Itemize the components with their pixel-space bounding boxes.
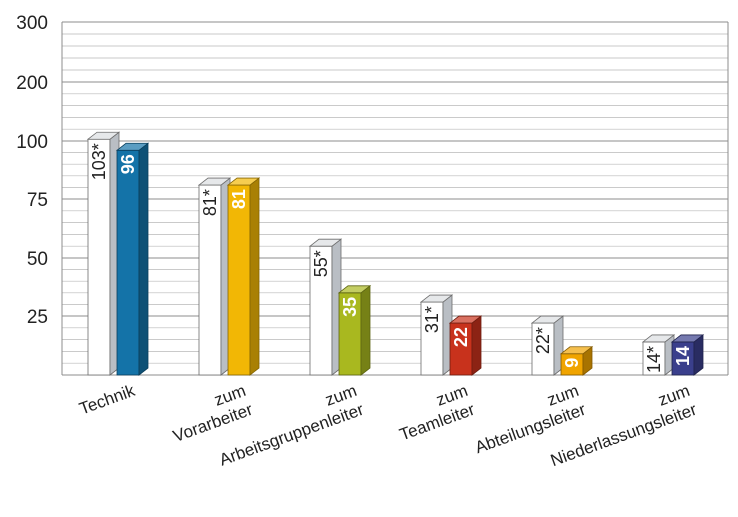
bar-series-2: 22 bbox=[448, 315, 483, 376]
bar-series-1: 81* bbox=[197, 177, 232, 376]
bars: 103* 96 81* 81 55* 35 31* 22 22* 9 14* 14 bbox=[86, 131, 705, 376]
bar-value-label: 14 bbox=[673, 346, 693, 366]
x-axis-labels: Technik zumVorarbeiterzumArbeitsgruppenle… bbox=[77, 381, 700, 471]
x-tick-label: Technik bbox=[77, 381, 138, 419]
bar-value-label: 103* bbox=[89, 143, 109, 180]
x-tick-label: zumVorarbeiter bbox=[164, 381, 256, 446]
bar-value-label: 31* bbox=[422, 306, 442, 333]
bar-series-1: 14* bbox=[641, 334, 676, 376]
y-tick-label: 200 bbox=[16, 73, 48, 94]
y-tick-label: 75 bbox=[27, 190, 48, 211]
bar-series-1: 103* bbox=[86, 131, 121, 376]
y-axis: 25 50 75 100 200 300 bbox=[16, 13, 48, 328]
bar-value-label: 81* bbox=[200, 189, 220, 216]
y-tick-label: 25 bbox=[27, 307, 48, 328]
bar-value-label: 14* bbox=[644, 346, 664, 373]
bar-series-2: 14 bbox=[670, 334, 705, 376]
gridlines bbox=[61, 21, 729, 376]
bar-value-label: 35 bbox=[340, 297, 360, 317]
bar-series-1: 22* bbox=[530, 315, 565, 376]
bar-value-label: 96 bbox=[118, 154, 138, 174]
y-tick-label: 100 bbox=[16, 132, 48, 153]
bar-series-2: 35 bbox=[337, 284, 372, 376]
bar-series-1: 31* bbox=[419, 294, 454, 376]
bar-series-2: 96 bbox=[115, 142, 150, 376]
bar-series-2: 9 bbox=[559, 345, 594, 376]
bar-series-1: 55* bbox=[308, 238, 343, 376]
bar-value-label: 55* bbox=[311, 250, 331, 277]
bar-series-2: 81 bbox=[226, 177, 261, 376]
bar-value-label: 22* bbox=[533, 327, 553, 354]
bar-value-label: 9 bbox=[562, 358, 582, 368]
bar-value-label: 81 bbox=[229, 189, 249, 209]
y-tick-label: 50 bbox=[27, 249, 48, 270]
bar-value-label: 22 bbox=[451, 327, 471, 347]
y-tick-label: 300 bbox=[16, 13, 48, 34]
x-tick-label: zumTeamleiter bbox=[390, 381, 477, 445]
